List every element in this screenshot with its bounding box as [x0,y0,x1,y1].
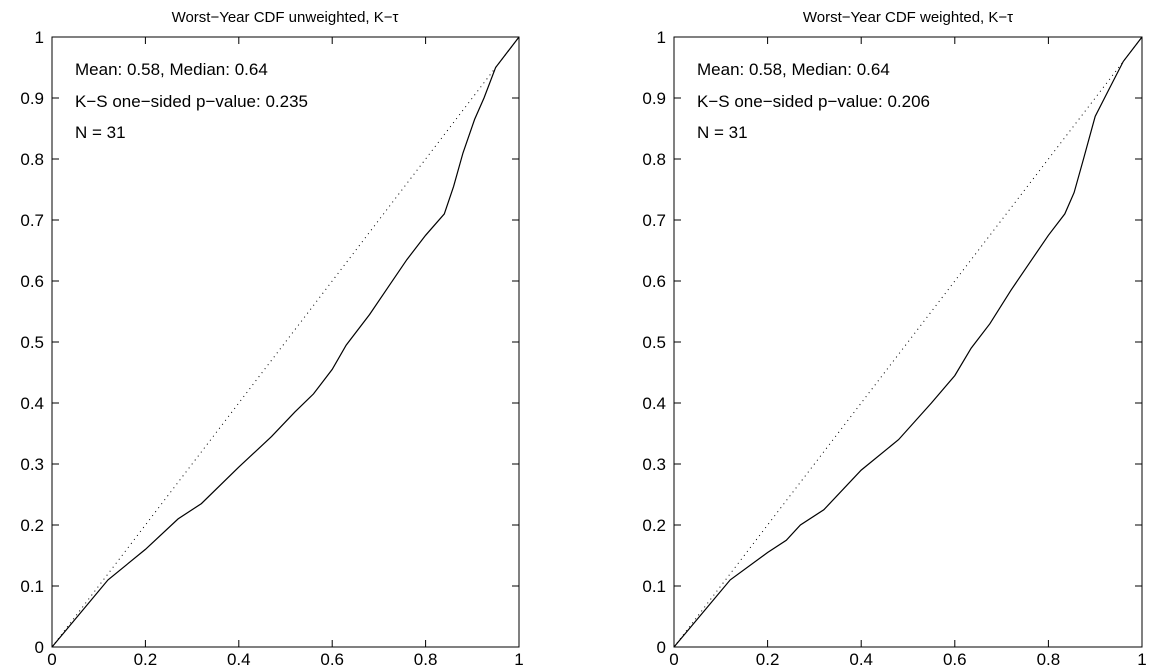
y-tick-label: 0.6 [642,272,666,291]
y-tick-label: 0.9 [20,89,44,108]
tick-labels: 0 0.2 0.4 0.6 0.8 1 0 0.1 0.2 0.3 0.4 0.5 0.6 0.7 0.8 0… [642,28,1146,669]
y-tick-label: 0.5 [642,333,666,352]
x-tick-label: 1 [1137,650,1146,669]
chart-title: Worst−Year CDF unweighted, K−τ [172,9,399,26]
y-tick-label: 0.2 [642,516,666,535]
y-tick-label: 0.8 [20,150,44,169]
x-tick-label: 0 [669,650,678,669]
y-tick-label: 0.4 [20,394,44,413]
annotation-mean-median: Mean: 0.58, Median: 0.64 [75,60,268,79]
annotation-mean-median: Mean: 0.58, Median: 0.64 [697,60,890,79]
tick-labels: 0 0.2 0.4 0.6 0.8 1 0 0.1 0.2 0.3 0.4 0.5 0.6 0.7 0.8 0… [20,28,523,669]
annotation-ks-pvalue: K−S one−sided p−value: 0.235 [75,92,308,111]
x-tick-label: 0.6 [943,650,967,669]
panel-weighted: Worst−Year CDF weighted, K−τ 0 0.2 0.4 0.6 0… [642,9,1146,669]
axes-frame [673,36,1143,648]
panel-unweighted: Worst−Year CDF unweighted, K−τ 0 0.2 0.4 0.… [20,9,523,669]
y-tick-label: 0.5 [20,333,44,352]
y-tick-label: 0 [35,638,44,657]
y-tick-label: 0.1 [20,577,44,596]
y-tick-label: 0.2 [20,516,44,535]
x-tick-label: 0.8 [414,650,438,669]
x-tick-label: 0.4 [227,650,251,669]
x-tick-label: 0.6 [320,650,344,669]
y-tick-label: 0.9 [642,89,666,108]
y-tick-label: 0.7 [642,211,666,230]
y-tick-label: 0.3 [642,455,666,474]
axes-frame [51,36,520,648]
y-tick-label: 0.7 [20,211,44,230]
annotation-n: N = 31 [75,123,126,142]
x-tick-label: 1 [514,650,523,669]
y-tick-label: 0 [657,638,666,657]
x-tick-label: 0.2 [134,650,158,669]
chart-title: Worst−Year CDF weighted, K−τ [803,9,1013,26]
y-tick-label: 1 [35,28,44,47]
y-tick-label: 0.1 [642,577,666,596]
x-tick-label: 0.8 [1037,650,1061,669]
x-tick-label: 0.4 [849,650,873,669]
cdf-curve [51,36,520,648]
y-tick-label: 0.6 [20,272,44,291]
y-tick-label: 0.4 [642,394,666,413]
annotation-ks-pvalue: K−S one−sided p−value: 0.206 [697,92,930,111]
y-tick-label: 0.3 [20,455,44,474]
y-tick-label: 1 [657,28,666,47]
x-tick-label: 0.2 [756,650,780,669]
reference-line [51,36,520,648]
cdf-curve [673,36,1143,648]
x-tick-label: 0 [47,650,56,669]
y-tick-label: 0.8 [642,150,666,169]
reference-line [673,36,1143,648]
annotation-n: N = 31 [697,123,748,142]
